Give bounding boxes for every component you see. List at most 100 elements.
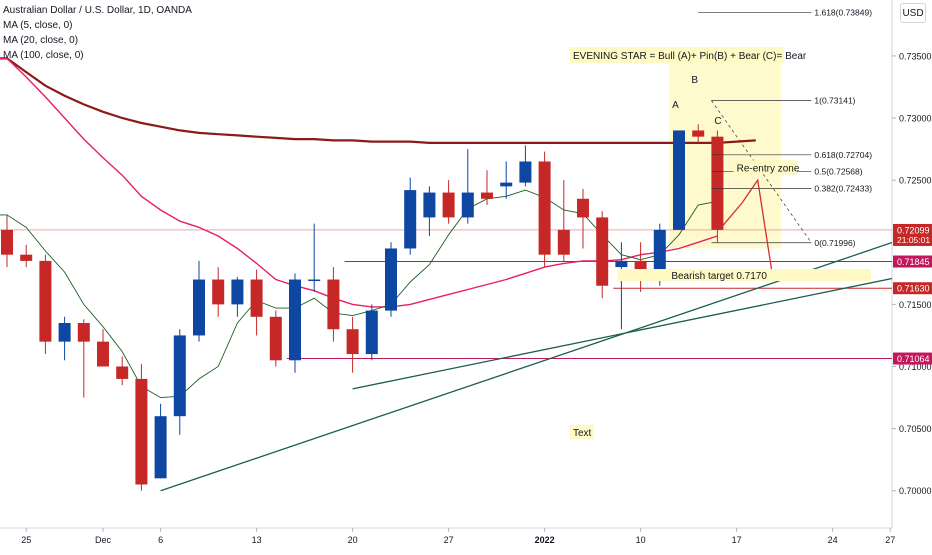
indicator-ma100[interactable]: MA (100, close, 0)	[3, 50, 84, 61]
grid-layer	[0, 0, 893, 529]
candle-body	[653, 229, 666, 280]
candle	[269, 310, 282, 367]
fib-level-label: 0.618(0.72704)	[814, 150, 872, 160]
pattern-label-c: C	[714, 116, 721, 127]
price-label-countdown: 21:05:01	[897, 235, 930, 245]
candle-body	[1, 229, 13, 255]
candles-layer	[1, 124, 724, 491]
candle-body	[538, 161, 551, 255]
candle	[193, 260, 205, 342]
candle-body	[135, 378, 148, 485]
candle-body	[711, 136, 724, 230]
candle-body	[500, 182, 513, 187]
candle-body	[154, 416, 167, 479]
candle	[711, 130, 724, 243]
annotation-layer: Re-entry zone Bearish target 0.7170 EVENIN…	[570, 47, 871, 439]
candle	[365, 304, 378, 361]
candle-body	[615, 260, 628, 268]
indicator-ma20[interactable]: MA (20, close, 0)	[3, 35, 79, 46]
candle	[634, 242, 647, 292]
fib-level-label: 0(0.71996)	[814, 238, 855, 248]
candle	[250, 269, 263, 336]
candle-body	[481, 192, 493, 199]
text-box	[570, 425, 594, 439]
candle	[557, 180, 570, 261]
currency-button[interactable]: USD	[900, 3, 926, 23]
evening-star-title: EVENING STAR = Bull (A)+ Pin(B) + Bear (…	[573, 51, 807, 62]
pattern-label-a: A	[672, 100, 679, 111]
candle	[116, 356, 129, 386]
moving-average-layer	[0, 57, 756, 399]
annotation-background-layer	[669, 62, 781, 249]
x-tick-label: 24	[828, 535, 838, 545]
trendline	[160, 241, 893, 492]
indicator-ma5[interactable]: MA (5, close, 0)	[3, 20, 73, 31]
x-tick-label: 25	[21, 535, 31, 545]
horizontal-lines-layer	[0, 229, 892, 360]
candle-body	[173, 335, 186, 417]
axis-layer: 0.73500 0.73000 0.72500 0.71500 0.71000 0.705…	[21, 51, 932, 545]
candle	[173, 329, 186, 435]
x-tick-label: 27	[444, 535, 454, 545]
candle-body	[692, 130, 705, 137]
y-tick-label: 0.71500	[899, 300, 932, 310]
x-tick-label: 13	[252, 535, 262, 545]
candle-body	[519, 161, 532, 183]
evening-star-highlight	[669, 62, 781, 249]
candle-body	[20, 254, 33, 261]
candle	[77, 319, 90, 398]
legend: Australian Dollar / U.S. Dollar, 1D, OAN…	[3, 3, 192, 63]
candle	[519, 145, 532, 187]
candle	[577, 188, 589, 249]
y-tick-label: 0.70000	[899, 486, 932, 496]
evening-star-box	[570, 47, 784, 63]
price-label-bg	[893, 223, 932, 246]
candle-body	[58, 323, 71, 342]
candle-body	[596, 217, 609, 286]
trendline	[352, 277, 893, 390]
text-label: Text	[573, 428, 592, 439]
reentry-box	[733, 160, 798, 175]
candle	[289, 273, 301, 373]
candle	[692, 124, 705, 143]
ma5-line	[0, 189, 718, 399]
candle	[1, 214, 13, 268]
price-label: 0.71630	[897, 284, 930, 294]
trendlines-layer	[160, 241, 893, 492]
y-tick-label: 0.70500	[899, 424, 932, 434]
candle-body	[212, 279, 225, 305]
fib-level-label: 0.5(0.72568)	[814, 167, 862, 177]
y-tick-label: 0.73000	[899, 114, 932, 124]
candle-body	[327, 279, 340, 330]
candle	[154, 403, 167, 479]
candle	[97, 329, 109, 367]
candle	[346, 316, 359, 373]
chart-title: Australian Dollar / U.S. Dollar, 1D, OAN…	[3, 5, 192, 16]
candle	[596, 211, 609, 299]
x-tick-label: 20	[348, 535, 358, 545]
candle	[39, 254, 52, 355]
candle-body	[308, 279, 321, 282]
y-tick-label: 0.72500	[899, 176, 932, 186]
candle-body	[97, 341, 109, 367]
fib-level-label: 0.382(0.72433)	[814, 183, 872, 193]
y-tick-label: 0.73500	[899, 51, 932, 61]
candle-body	[269, 316, 282, 361]
fib-level-label: 1.618(0.73849)	[814, 8, 872, 18]
candle	[308, 223, 321, 292]
fib-level-label: 1(0.73141)	[814, 96, 855, 106]
candle	[442, 180, 455, 224]
price-label-bg	[893, 352, 932, 365]
candle-body	[250, 279, 263, 317]
x-tick-label: 17	[732, 535, 742, 545]
candle-body	[461, 192, 474, 218]
candle-body	[404, 190, 417, 249]
candle-body	[577, 198, 589, 218]
candle-body	[231, 279, 244, 305]
pattern-label-b: B	[691, 75, 698, 86]
candle-body	[193, 279, 205, 336]
candle-body	[77, 323, 90, 342]
target-box	[617, 269, 871, 282]
